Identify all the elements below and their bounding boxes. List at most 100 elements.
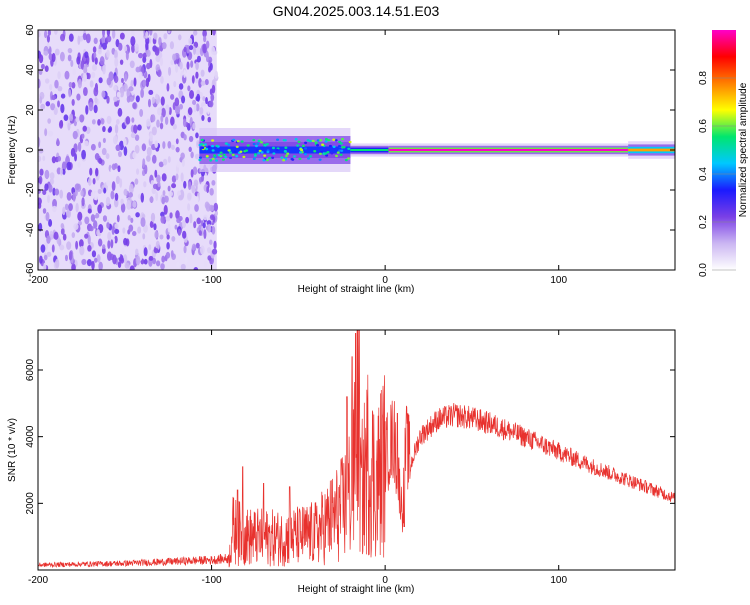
noise-blob [98,157,103,165]
signal-speckle [284,157,288,161]
noise-blob [101,90,106,98]
noise-blob [123,193,127,203]
noise-blob [71,232,76,238]
signal-speckle [221,158,225,161]
noise-blob [123,188,128,196]
noise-blob [182,230,187,239]
noise-blob [192,30,198,36]
noise-blob [154,169,158,178]
spectrogram-y-tick-label: -60 [25,262,36,277]
noise-blob [68,203,73,211]
noise-blob [134,144,140,154]
noise-blob [193,266,199,270]
noise-blob [75,202,79,213]
noise-blob [195,103,200,112]
noise-blob [178,83,184,90]
noise-blob [193,221,197,229]
noise-blob [121,77,124,84]
noise-blob [91,250,97,258]
noise-blob [149,196,154,203]
noise-blob [97,48,102,55]
signal-speckle [257,139,261,143]
spectrogram-x-label: Height of straight line (km) [298,284,415,295]
noise-blob [128,192,134,198]
noise-blob [121,247,125,254]
noise-blob [48,219,53,227]
noise-blob [146,154,151,162]
signal-speckle [294,138,298,141]
noise-blob [183,46,187,53]
noise-blob [75,240,79,250]
signal-speckle [303,153,307,156]
noise-blob [116,214,120,223]
noise-blob [123,45,128,52]
noise-blob [83,86,88,97]
noise-blob [196,55,201,63]
noise-blob [162,158,168,166]
signal-speckle [198,156,202,159]
noise-blob [129,265,135,270]
noise-blob [186,61,190,70]
noise-blob [196,93,201,102]
noise-blob [143,181,147,188]
signal-speckle [298,151,302,154]
noise-blob [38,197,42,206]
noise-blob [74,152,77,162]
noise-blob [81,133,85,139]
noise-blob [208,66,212,73]
noise-blob [60,223,65,229]
noise-blob [131,117,135,123]
snr-series-line [38,330,675,569]
noise-blob [102,30,106,37]
signal-speckle [233,150,237,153]
noise-blob [52,198,57,209]
noise-blob [154,230,159,239]
noise-blob [100,118,105,125]
noise-blob [91,260,95,270]
noise-blob [98,141,102,149]
noise-blob [195,132,199,139]
noise-blob [168,191,174,197]
spectrogram-y-tick-label: -40 [25,222,36,237]
noise-blob [119,87,125,98]
signal-speckle [271,146,275,150]
noise-blob [161,196,166,205]
noise-blob [191,243,197,251]
noise-blob [67,54,72,62]
noise-blob [51,52,56,63]
noise-blob [196,217,201,225]
noise-blob [202,43,207,54]
signal-speckle [284,146,288,149]
colorbar-gradient [712,30,736,270]
noise-blob [63,114,69,121]
noise-blob [57,100,60,108]
noise-blob [191,184,196,194]
noise-blob [174,224,178,230]
noise-blob [84,216,90,225]
noise-blob [116,119,120,125]
noise-blob [208,204,215,212]
noise-blob [108,126,113,133]
signal-speckle [313,150,317,153]
noise-blob [166,83,170,92]
noise-blob [80,60,85,70]
noise-blob [188,37,193,45]
noise-blob [54,48,60,56]
noise-blob [76,249,80,260]
noise-blob [116,91,121,98]
figure-title: GN04.2025.003.14.51.E03 [273,3,440,19]
noise-blob [78,239,84,248]
signal-speckle [301,144,305,148]
snr-x-tick-label: -200 [28,575,48,586]
noise-blob [212,30,216,36]
noise-blob [186,153,191,160]
signal-speckle [291,158,295,161]
noise-blob [146,62,151,70]
noise-blob [202,30,207,38]
noise-blob [117,261,122,269]
noise-blob [106,251,112,261]
noise-blob [64,70,70,80]
noise-region [38,30,219,270]
noise-blob [175,63,179,73]
signal-speckle [275,148,279,152]
